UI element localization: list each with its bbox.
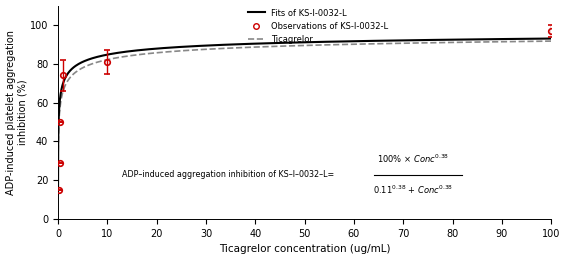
Text: 100% $\times$ $\mathit{Conc}^{0.38}$: 100% $\times$ $\mathit{Conc}^{0.38}$ xyxy=(377,153,449,165)
Y-axis label: ADP-induced platelet aggregation
inhibition (%): ADP-induced platelet aggregation inhibit… xyxy=(6,30,27,195)
Text: ADP–induced aggregation inhibition of KS–I–0032–L=: ADP–induced aggregation inhibition of KS… xyxy=(122,170,335,179)
Legend: Fits of KS-I-0032-L, Observations of KS-I-0032-L, Ticagrelor: Fits of KS-I-0032-L, Observations of KS-… xyxy=(245,5,392,48)
Text: $0.11^{0.38}$ + $\mathit{Conc}^{0.38}$: $0.11^{0.38}$ + $\mathit{Conc}^{0.38}$ xyxy=(373,184,453,196)
X-axis label: Ticagrelor concentration (ug/mL): Ticagrelor concentration (ug/mL) xyxy=(219,244,391,255)
